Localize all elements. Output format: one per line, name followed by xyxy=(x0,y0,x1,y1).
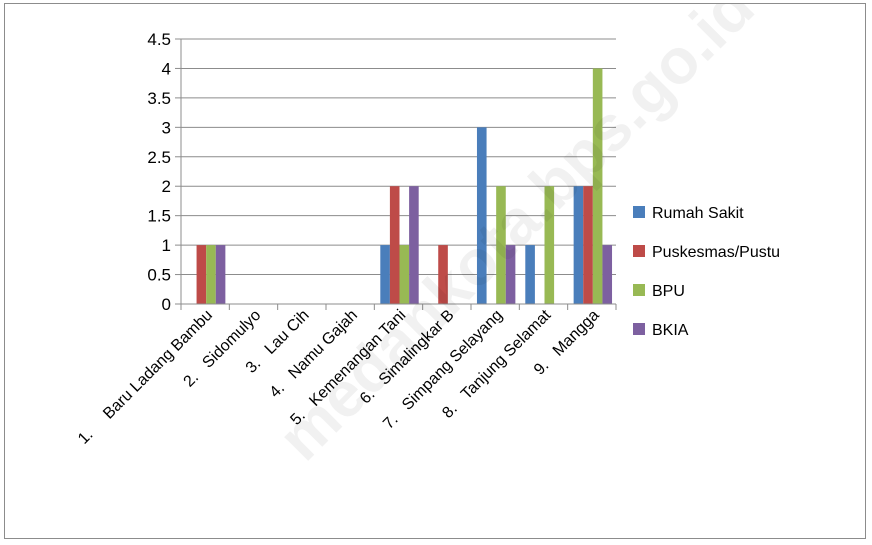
bar-bkia-5 xyxy=(409,186,419,304)
y-tick-label: 0.5 xyxy=(147,266,171,285)
legend: Rumah Sakit Puskesmas/Pustu BPU BKIA xyxy=(633,205,780,339)
bar-bpu-1 xyxy=(206,245,216,304)
y-axis-tick-labels: 0 0.5 1 1.5 2 2.5 3 3.5 4 4.5 xyxy=(147,30,171,314)
y-tick-label: 3 xyxy=(162,118,171,137)
bar-rumah-sakit-9 xyxy=(573,186,584,304)
bar-rumah-sakit-7 xyxy=(476,127,487,304)
legend-label: BKIA xyxy=(652,322,689,339)
bar-rumah-sakit-5 xyxy=(380,245,390,304)
y-tick-label: 1.5 xyxy=(147,207,171,226)
bar-bpu-5 xyxy=(399,245,410,304)
bar-chart: 00.511.522.533.544.5 1. Baru Ladang Bamb… xyxy=(75,0,780,474)
legend-swatch xyxy=(633,206,645,218)
y-tick-label: 1 xyxy=(162,236,171,255)
watermark-text: medankota.bps.go.id xyxy=(264,4,768,474)
legend-swatch xyxy=(633,323,645,335)
bars xyxy=(196,68,613,304)
bar-bpu-9 xyxy=(592,68,603,304)
y-tick-label: 4.5 xyxy=(147,30,171,49)
legend-label: Puskesmas/Pustu xyxy=(652,244,780,261)
y-tick-label: 0 xyxy=(162,295,171,314)
bar-bpu-7 xyxy=(496,186,506,304)
legend-label: BPU xyxy=(652,283,685,300)
legend-swatch xyxy=(633,284,645,296)
y-tick-label: 2 xyxy=(162,177,171,196)
bar-bkia-9 xyxy=(602,245,613,304)
legend-label: Rumah Sakit xyxy=(652,205,744,222)
bar-puskesmas-pustu-9 xyxy=(583,186,593,304)
y-tick-label: 2.5 xyxy=(147,148,171,167)
bar-puskesmas-pustu-6 xyxy=(438,245,448,304)
bar-bkia-7 xyxy=(505,245,516,304)
y-tick-label: 3.5 xyxy=(147,89,171,108)
bar-bpu-8 xyxy=(544,186,555,304)
bar-rumah-sakit-8 xyxy=(525,245,535,304)
bar-puskesmas-pustu-1 xyxy=(196,245,207,304)
legend-swatch xyxy=(633,245,645,257)
axes xyxy=(180,39,617,310)
bar-puskesmas-pustu-5 xyxy=(389,186,400,304)
chart-frame: 0 0.5 1 1.5 2 2.5 3 3.5 4 4.5 1. Baru Ladang Bamb… xyxy=(4,0,866,539)
bar-bkia-1 xyxy=(215,245,226,304)
y-tick-label: 4 xyxy=(162,59,171,78)
